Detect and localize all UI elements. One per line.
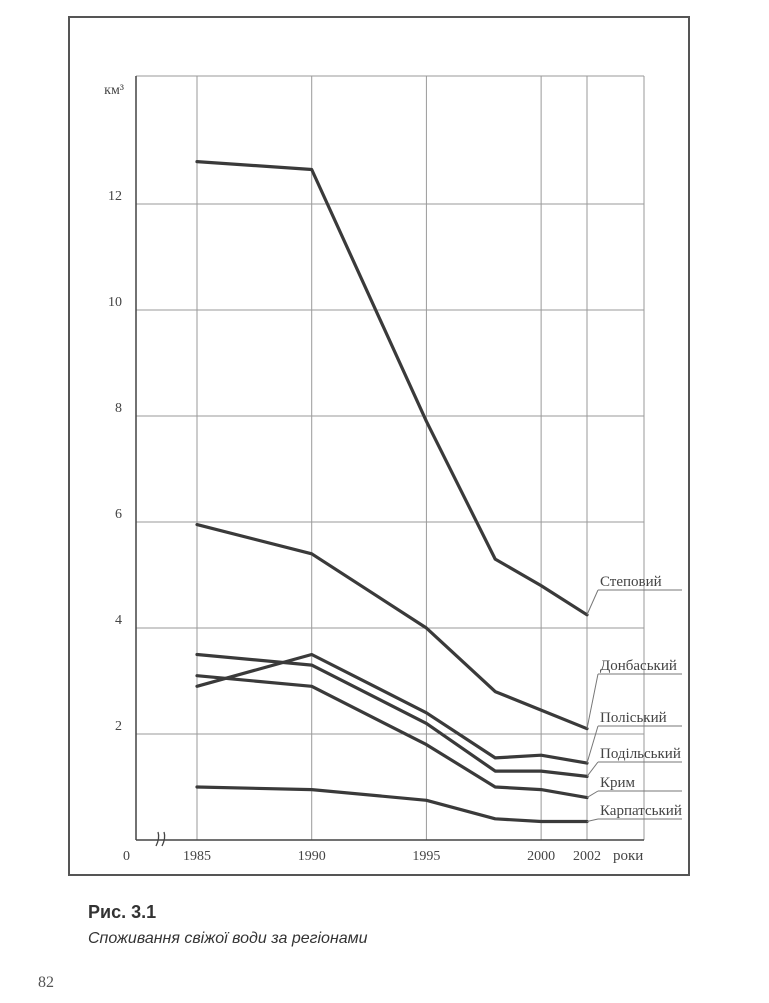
series-line-3 <box>195 652 589 765</box>
series-label-3: Поліський <box>600 710 667 726</box>
series-line-6 <box>195 785 589 824</box>
x-tick-label-1995: 1995 <box>412 849 440 864</box>
x-tick-label-1985: 1985 <box>183 849 211 864</box>
series-label-5: Крим <box>600 775 636 791</box>
x-tick-label-1990: 1990 <box>298 849 326 864</box>
series-label-leader-6 <box>586 818 599 822</box>
series-label-4: Подільський <box>600 746 681 762</box>
figure-caption-text: Споживання свіжої води за регіонами <box>88 930 368 947</box>
y-axis-unit-label: км³ <box>104 83 124 98</box>
x-tick-label-2002: 2002 <box>573 849 601 864</box>
page-number: 82 <box>38 974 54 991</box>
series-label-6: Карпатський <box>600 803 682 819</box>
chart-frame: 2 4 6 8 10 12 км³ 1985 1990 1995 2000 2002 0 роки Степ… <box>68 16 690 876</box>
line-chart: 2 4 6 8 10 12 км³ 1985 1990 1995 2000 2002 0 роки Степ… <box>104 75 682 864</box>
series-line-4 <box>195 652 589 779</box>
series-line-2 <box>195 523 589 731</box>
series-label-leader-4 <box>586 761 599 777</box>
series-label-2: Донбаський <box>600 658 677 674</box>
y-tick-label-8: 8 <box>115 401 122 416</box>
y-tick-label-2: 2 <box>115 719 122 734</box>
axis-break-mark-1 <box>155 831 160 847</box>
series-label-leader-1 <box>586 589 599 615</box>
series-label-leader-2 <box>586 673 599 729</box>
y-tick-label-10: 10 <box>108 295 122 310</box>
y-tick-label-4: 4 <box>115 613 122 628</box>
series-label-leader-3 <box>586 725 599 764</box>
x-origin-label: 0 <box>123 849 130 864</box>
series-line-1 <box>195 160 589 617</box>
series-line-5 <box>195 674 589 800</box>
series-label-leader-5 <box>586 790 599 799</box>
figure-caption-title: Рис. 3.1 <box>88 902 157 922</box>
x-tick-label-2000: 2000 <box>527 849 555 864</box>
axis-break-mark-2 <box>161 831 166 847</box>
series-label-1: Степовий <box>600 574 662 590</box>
x-axis-unit-label: роки <box>613 848 643 864</box>
y-tick-label-12: 12 <box>108 189 122 204</box>
y-tick-label-6: 6 <box>115 507 122 522</box>
